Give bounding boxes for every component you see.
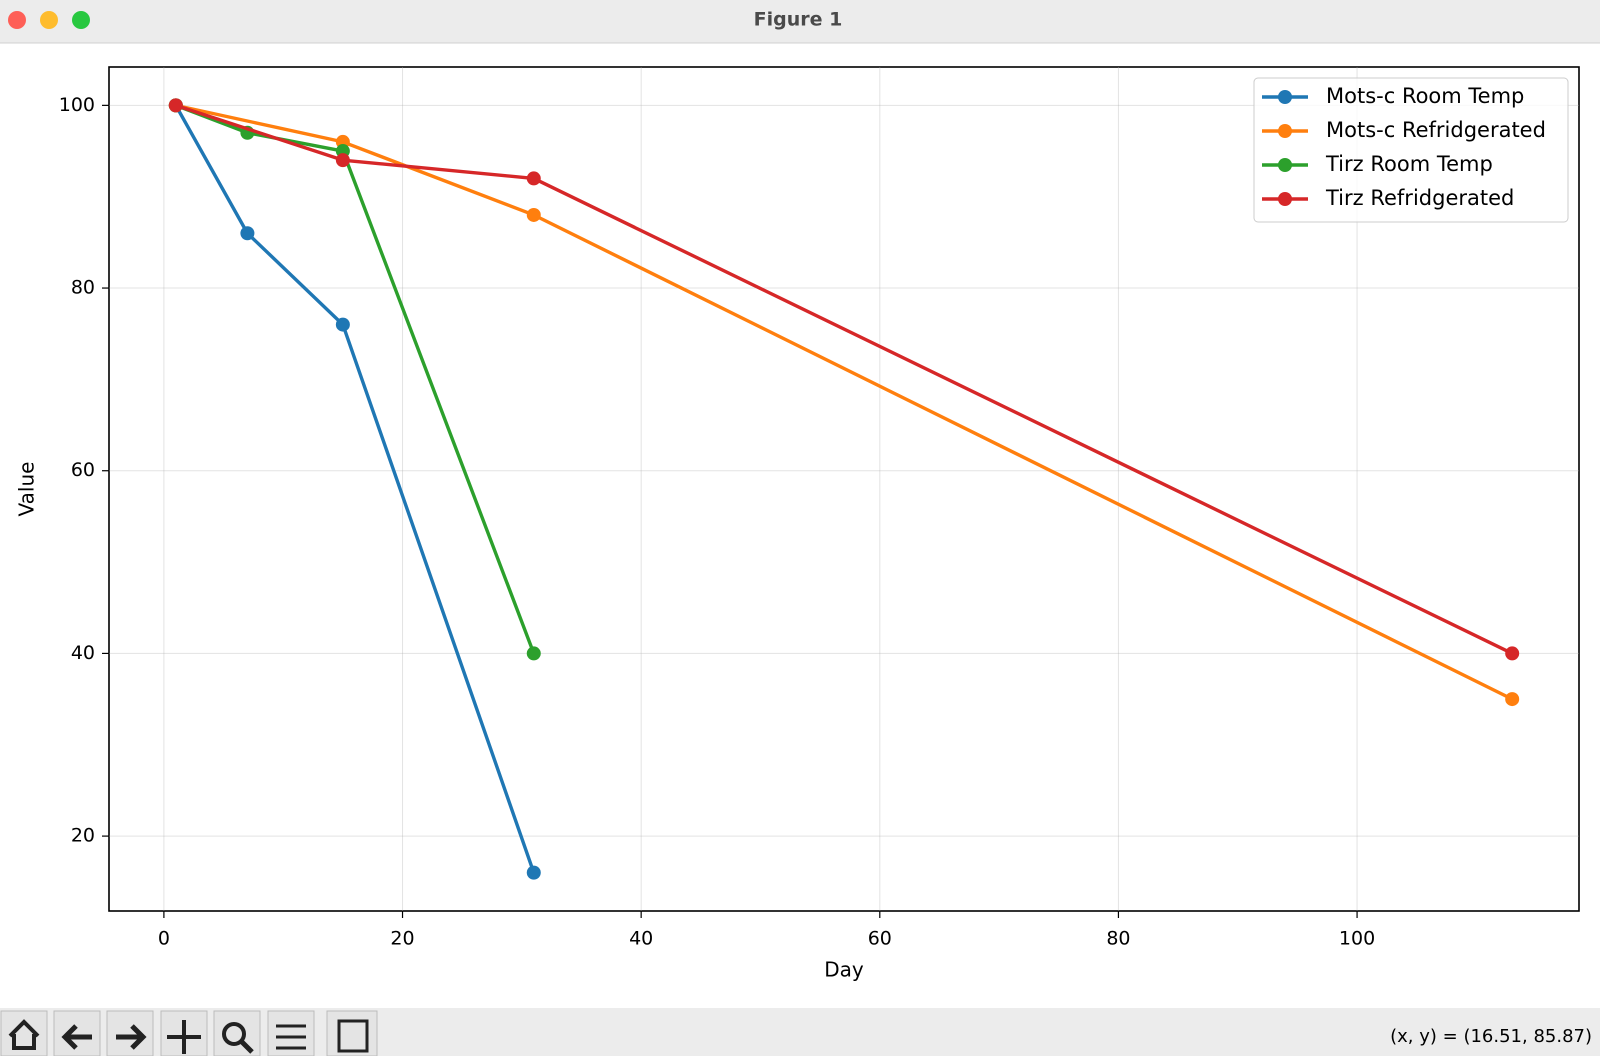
chart: 0 20 40 60 80 100 20 40 60 80 100 Day Value Mots-c Ro… [15, 67, 1579, 982]
legend-label: Tirz Room Temp [1325, 152, 1493, 176]
legend-label: Mots-c Refridgerated [1326, 118, 1546, 142]
legend-marker [1278, 158, 1292, 172]
x-axis-label: Day [824, 958, 864, 982]
data-point [335, 153, 350, 168]
x-tick-label: 40 [629, 928, 653, 950]
data-point [526, 171, 541, 186]
series-line [175, 103, 1513, 655]
y-tick-label: 60 [71, 459, 95, 481]
forward-button[interactable] [106, 1010, 154, 1056]
legend-label: Tirz Refridgerated [1325, 186, 1514, 210]
close-button[interactable] [8, 11, 26, 29]
minimize-button[interactable] [40, 11, 58, 29]
toolbar-buttons [0, 1010, 378, 1056]
data-point [168, 98, 183, 113]
window-title: Figure 1 [754, 9, 843, 31]
back-icon [61, 1024, 92, 1050]
y-tick-label: 80 [71, 277, 95, 299]
y-tick-label: 20 [71, 825, 95, 847]
series-line [175, 103, 1513, 701]
configure-icon [276, 1024, 306, 1050]
legend-marker [1278, 192, 1292, 206]
x-tick-label: 100 [1339, 928, 1375, 950]
forward-icon [116, 1024, 147, 1050]
pan-icon [167, 1020, 201, 1054]
data-point [526, 207, 541, 222]
x-tick-label: 20 [390, 928, 414, 950]
legend-marker [1278, 90, 1292, 104]
y-tick-label: 100 [59, 94, 95, 116]
legend-label: Mots-c Room Temp [1326, 84, 1524, 108]
status-coordinates: (x, y) = (16.51, 85.87) [1390, 1026, 1592, 1047]
zoom-icon-handle [239, 1039, 254, 1054]
save-icon [337, 1019, 369, 1053]
data-point [1505, 646, 1520, 661]
back-button[interactable] [53, 1010, 101, 1056]
data-point [1505, 692, 1520, 707]
data-point [526, 865, 541, 880]
y-tick-label: 40 [71, 642, 95, 664]
zoom-icon [222, 1022, 246, 1046]
data-point [240, 226, 255, 241]
title-bar [0, 0, 1600, 43]
x-tick-label: 80 [1106, 928, 1130, 950]
save-button[interactable] [326, 1010, 378, 1056]
y-axis-label: Value [15, 462, 39, 517]
x-tick-label: 0 [158, 928, 170, 950]
zoom-button[interactable] [72, 11, 90, 29]
zoom-rect-button[interactable] [213, 1010, 261, 1056]
toolbar [0, 1008, 1600, 1056]
legend-box [1253, 77, 1569, 223]
x-tick-label: 60 [868, 928, 892, 950]
series-line [174, 104, 536, 874]
home-icon [8, 1019, 40, 1050]
data-point [335, 317, 350, 332]
series-line [175, 103, 536, 655]
data-point [526, 646, 541, 661]
legend-marker [1278, 124, 1292, 138]
